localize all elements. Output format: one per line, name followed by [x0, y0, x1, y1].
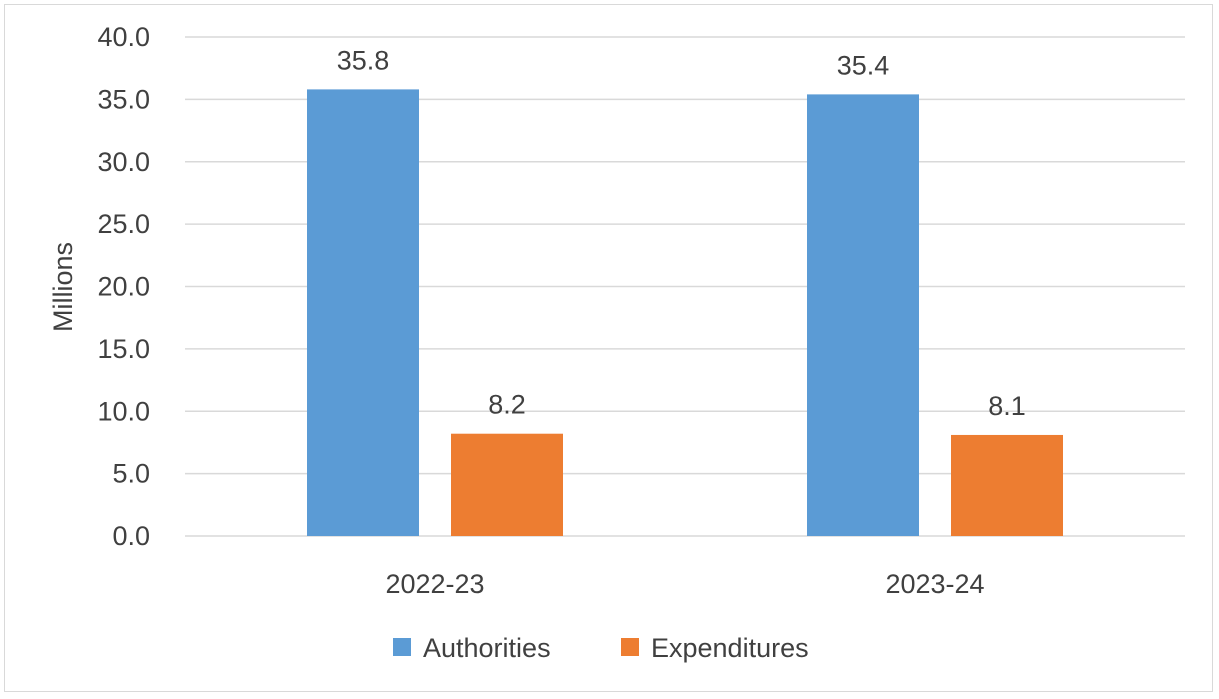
data-label: 8.1 [988, 391, 1026, 421]
y-tick-label: 40.0 [97, 22, 150, 52]
legend: Authorities Expenditures [393, 633, 809, 663]
data-label: 35.4 [837, 50, 890, 80]
y-axis-label: Millions [48, 242, 78, 332]
legend-label: Expenditures [651, 633, 809, 663]
x-axis-ticks: 2022-23 2023-24 [385, 569, 984, 599]
data-labels: 35.8 8.2 35.4 8.1 [337, 45, 1026, 421]
legend-swatch [621, 638, 639, 656]
x-tick-label: 2022-23 [385, 569, 484, 599]
y-axis-ticks: 0.0 5.0 10.0 15.0 20.0 25.0 30.0 35.0 40.0 [97, 22, 150, 551]
legend-label: Authorities [423, 633, 551, 663]
y-tick-label: 30.0 [97, 147, 150, 177]
x-tick-label: 2023-24 [885, 569, 984, 599]
bar-expenditures-2022-23 [451, 433, 563, 536]
y-tick-label: 5.0 [112, 459, 150, 489]
chart-frame [4, 4, 1213, 692]
y-tick-label: 10.0 [97, 396, 150, 426]
data-label: 35.8 [337, 45, 390, 75]
y-tick-label: 0.0 [112, 521, 150, 551]
y-tick-label: 20.0 [97, 272, 150, 302]
bar-authorities-2022-23 [307, 89, 419, 537]
y-tick-label: 35.0 [97, 84, 150, 114]
y-tick-label: 15.0 [97, 334, 150, 364]
bars [307, 89, 1063, 537]
data-label: 8.2 [488, 390, 526, 420]
bar-authorities-2023-24 [807, 94, 919, 536]
y-tick-label: 25.0 [97, 209, 150, 239]
legend-swatch [393, 638, 411, 656]
bar-expenditures-2023-24 [951, 434, 1063, 536]
